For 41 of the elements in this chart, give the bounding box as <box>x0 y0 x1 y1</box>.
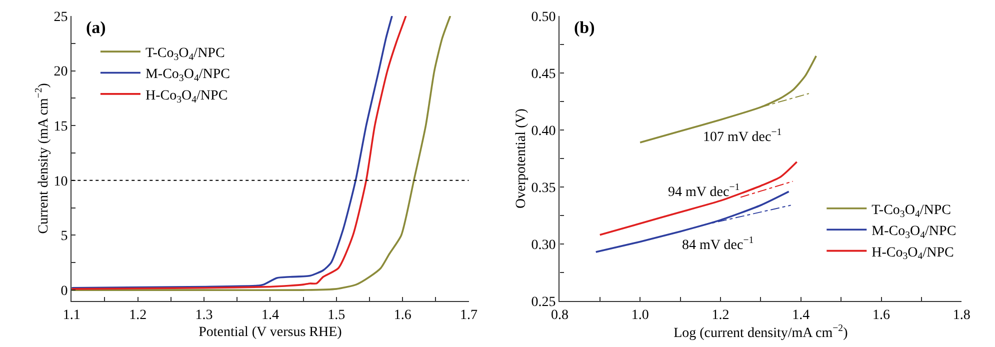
annotation: 94 mV dec$^{−1}$ <box>668 182 740 200</box>
y-tick-label: 0.50 <box>531 10 556 25</box>
y-tick-label: 0.45 <box>531 66 556 82</box>
x-tick-label: 1.0 <box>631 308 649 323</box>
x-tick-label: 1.7 <box>460 308 478 323</box>
x-tick-label: 1.6 <box>394 308 412 323</box>
x-tick-label: 1.6 <box>872 308 890 323</box>
y-tick-label: 0 <box>60 284 68 299</box>
legend-label: H-Co$_{3}$O$_{4}$/NPC <box>145 88 228 106</box>
legend-label: H-Co$_{3}$O$_{4}$/NPC <box>872 245 954 262</box>
y-tick-label: 0.40 <box>531 124 556 139</box>
x-tick-label: 1.1 <box>62 308 80 323</box>
y-tick-label: 20 <box>54 64 68 80</box>
x-axis-title: Log (current density/mA cm$^{−2}$) <box>674 322 848 341</box>
chart-title: (b) <box>574 18 595 37</box>
x-tick-label: 1.8 <box>952 308 970 323</box>
x-tick-label: 0.8 <box>550 308 568 323</box>
line-series <box>639 55 818 144</box>
y-tick-label: 5 <box>60 229 68 244</box>
x-tick-label: 1.4 <box>261 308 279 323</box>
legend-label: M-Co$_{3}$O$_{4}$/NPC <box>872 224 956 241</box>
x-tick-label: 1.4 <box>792 308 810 323</box>
annotation: 84 mV dec$^{−1}$ <box>682 235 754 253</box>
y-tick-label: 10 <box>54 174 68 190</box>
y-axis-title: Overpotential (V) <box>514 108 529 208</box>
x-tick-label: 1.5 <box>328 308 346 323</box>
x-axis-title: Potential (V versus RHE) <box>198 325 342 340</box>
chart-title: (a) <box>86 18 106 37</box>
annotation: 107 mV dec$^{−1}$ <box>703 127 782 145</box>
line-series <box>598 161 798 236</box>
legend-label: M-Co$_{3}$O$_{4}$/NPC <box>145 67 230 84</box>
x-tick-label: 1.2 <box>712 308 730 323</box>
y-tick-label: 0.30 <box>531 238 556 253</box>
y-tick-label: 0.35 <box>531 180 556 196</box>
y-tick-label: 25 <box>54 10 68 25</box>
x-tick-label: 1.3 <box>195 308 213 323</box>
x-tick-label: 1.2 <box>129 308 147 323</box>
legend-label: T-Co$_{3}$O$_{4}$/NPC <box>872 202 951 220</box>
legend-label: T-Co$_{3}$O$_{4}$/NPC <box>145 46 225 63</box>
y-tick-label: 15 <box>54 120 68 135</box>
y-tick-label: 0.25 <box>531 294 556 310</box>
